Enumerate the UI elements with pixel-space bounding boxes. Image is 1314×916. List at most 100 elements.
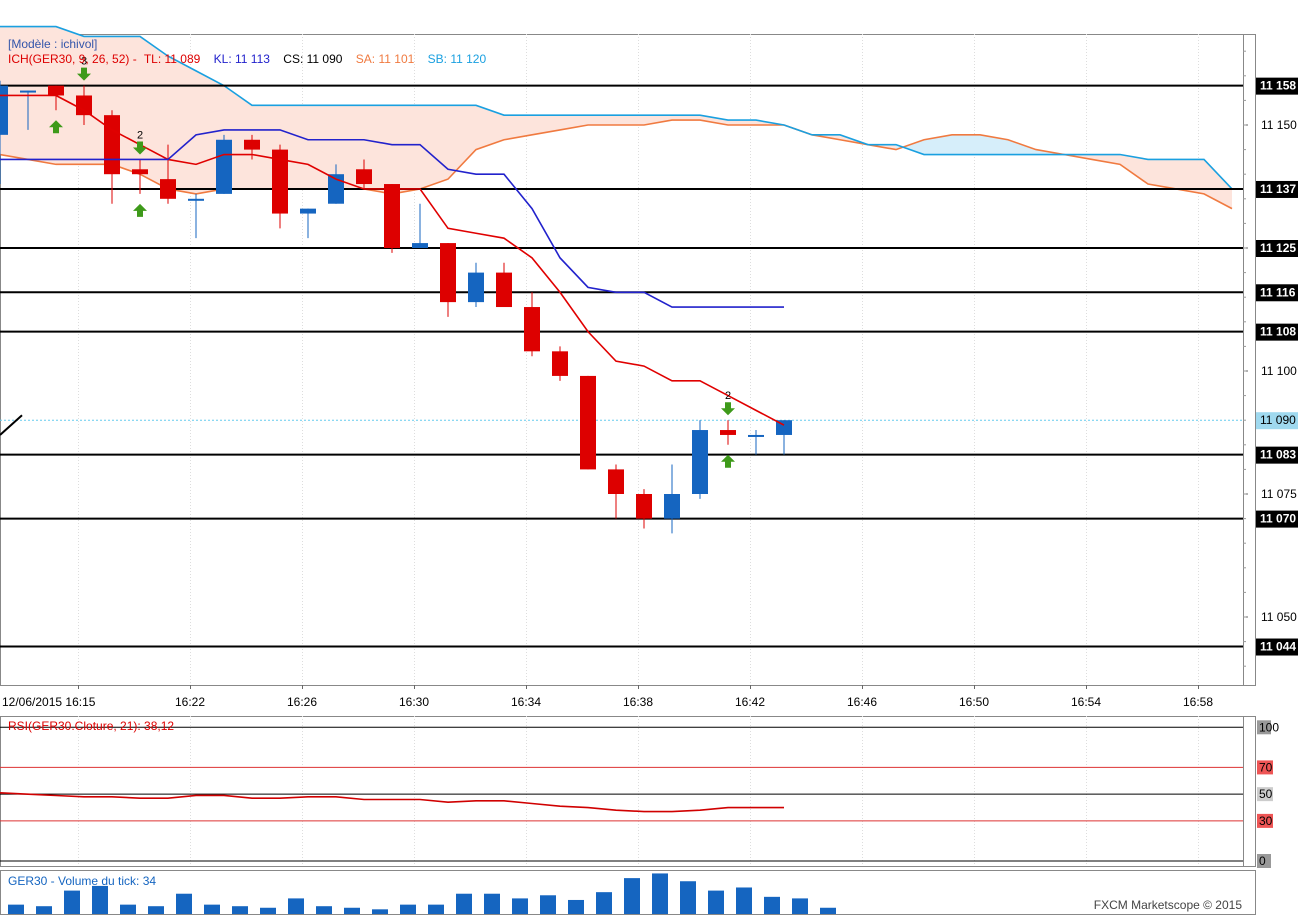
volume-bar bbox=[120, 904, 136, 914]
horizontal-level-label: 11 137 bbox=[1260, 182, 1296, 196]
x-tick-label: 16:58 bbox=[1183, 695, 1213, 709]
rsi-tick-label: 70 bbox=[1259, 760, 1273, 774]
tenkan-sen-line bbox=[0, 94, 785, 426]
kumo-cloud-segment bbox=[1148, 159, 1176, 189]
up-arrow-icon bbox=[721, 454, 735, 468]
rsi-tick-tag bbox=[1257, 854, 1271, 868]
candle-body bbox=[468, 272, 484, 303]
kumo-cloud-segment bbox=[952, 134, 980, 155]
chikou-span-line bbox=[0, 414, 23, 436]
volume-bar bbox=[624, 878, 640, 914]
candle-body bbox=[356, 169, 372, 185]
kumo-cloud-segment bbox=[476, 105, 504, 150]
horizontal-level-tag bbox=[1256, 510, 1298, 528]
up-arrow-icon bbox=[49, 120, 63, 134]
horizontal-level-tag bbox=[1256, 180, 1298, 198]
volume-bar bbox=[204, 904, 220, 914]
horizontal-level-label: 11 070 bbox=[1260, 512, 1296, 526]
volume-bar bbox=[764, 896, 780, 914]
rsi-tick-tag bbox=[1257, 760, 1273, 775]
x-tick-label: 16:42 bbox=[735, 695, 765, 709]
volume-bar bbox=[344, 907, 360, 914]
volume-bar bbox=[64, 890, 80, 914]
kumo-cloud-segment bbox=[588, 115, 616, 125]
volume-bar bbox=[484, 893, 500, 914]
volume-bar bbox=[708, 890, 724, 914]
volume-bar bbox=[596, 892, 612, 914]
candle-body bbox=[216, 139, 232, 194]
kumo-cloud-segment bbox=[448, 105, 476, 180]
volume-bar bbox=[36, 906, 52, 914]
senkou-a-value: SA: 11 101 bbox=[355, 52, 415, 66]
horizontal-level-tag bbox=[1256, 638, 1298, 656]
kumo-cloud-segment bbox=[616, 115, 644, 125]
volume-bar bbox=[232, 906, 248, 914]
horizontal-level-label: 11 083 bbox=[1260, 448, 1296, 462]
candle-body bbox=[524, 307, 540, 352]
y-tick-label: 11 050 bbox=[1261, 610, 1297, 624]
volume-bar bbox=[792, 898, 808, 914]
candle-body bbox=[76, 95, 92, 116]
volume-bar bbox=[148, 906, 164, 914]
volume-bar bbox=[540, 895, 556, 914]
kumo-cloud-segment bbox=[1092, 154, 1120, 165]
rsi-label: RSI(GER30.Cloture, 21): 38,12 bbox=[8, 719, 175, 733]
x-tick-label: 16:26 bbox=[287, 695, 317, 709]
kumo-cloud-segment bbox=[1204, 159, 1232, 209]
kumo-cloud-segment bbox=[980, 134, 1008, 155]
x-tick-label: 16:50 bbox=[959, 695, 989, 709]
kumo-cloud-segment bbox=[672, 115, 700, 121]
kumo-cloud-segment bbox=[336, 105, 364, 189]
credit-text: FXCM Marketscope © 2015 bbox=[1093, 898, 1242, 912]
kumo-cloud-segment bbox=[168, 56, 196, 194]
kumo-cloud-segment bbox=[644, 115, 672, 125]
candle-body bbox=[720, 430, 736, 435]
volume-label: GER30 - Volume du tick: 34 bbox=[8, 874, 157, 888]
x-tick-label: 16:34 bbox=[511, 695, 541, 709]
current-price-label: 11 090 bbox=[1260, 413, 1296, 427]
horizontal-level-tag bbox=[1256, 323, 1298, 341]
horizontal-level-label: 11 158 bbox=[1260, 79, 1296, 93]
x-tick-label: 16:54 bbox=[1071, 695, 1101, 709]
y-tick-label: 11 100 bbox=[1261, 364, 1297, 378]
candle-body bbox=[48, 85, 64, 96]
x-tick-label: 16:38 bbox=[623, 695, 653, 709]
model-label: [Modèle : ichivol] bbox=[8, 37, 98, 51]
signal-count-label: 2 bbox=[725, 390, 731, 402]
x-tick-label: 16:46 bbox=[847, 695, 877, 709]
y-tick-label: 11 075 bbox=[1261, 487, 1297, 501]
rsi-panel-frame bbox=[0, 716, 1256, 867]
kijun-sen-line bbox=[0, 129, 784, 308]
senkou-b-value: SB: 11 120 bbox=[427, 52, 487, 66]
volume-bar bbox=[8, 904, 24, 914]
candle-body bbox=[412, 243, 428, 248]
kumo-cloud-segment bbox=[896, 139, 924, 155]
candle-body bbox=[552, 351, 568, 376]
kumo-cloud-segment bbox=[420, 105, 448, 189]
down-arrow-icon bbox=[133, 141, 147, 155]
kumo-cloud-segment bbox=[1120, 154, 1148, 185]
candle-body bbox=[272, 149, 288, 214]
candle-body bbox=[692, 430, 708, 494]
horizontal-level-label: 11 125 bbox=[1260, 241, 1296, 255]
signal-count-label: 3 bbox=[81, 56, 87, 68]
candle-body bbox=[300, 208, 316, 214]
candle-body bbox=[20, 90, 36, 93]
volume-bar bbox=[316, 906, 332, 914]
kumo-cloud-segment bbox=[924, 134, 952, 155]
ichimoku-legend: ICH(GER30, 9, 26, 52) - TL: 11 089 KL: 1… bbox=[8, 52, 496, 66]
candle-body bbox=[608, 469, 624, 494]
kumo-cloud-segment bbox=[56, 26, 84, 165]
tenkan-value: TL: 11 089 bbox=[143, 52, 201, 66]
ichimoku-label: ICH(GER30, 9, 26, 52) - bbox=[8, 52, 137, 66]
horizontal-level-label: 11 108 bbox=[1260, 325, 1296, 339]
rsi-tick-label: 30 bbox=[1259, 814, 1273, 828]
volume-bar bbox=[820, 907, 836, 914]
volume-panel-frame bbox=[0, 870, 1256, 915]
candle-body bbox=[244, 139, 260, 150]
candle-body bbox=[636, 494, 652, 519]
kumo-cloud-segment bbox=[392, 105, 420, 194]
candle-body bbox=[328, 174, 344, 204]
volume-bar bbox=[288, 898, 304, 914]
